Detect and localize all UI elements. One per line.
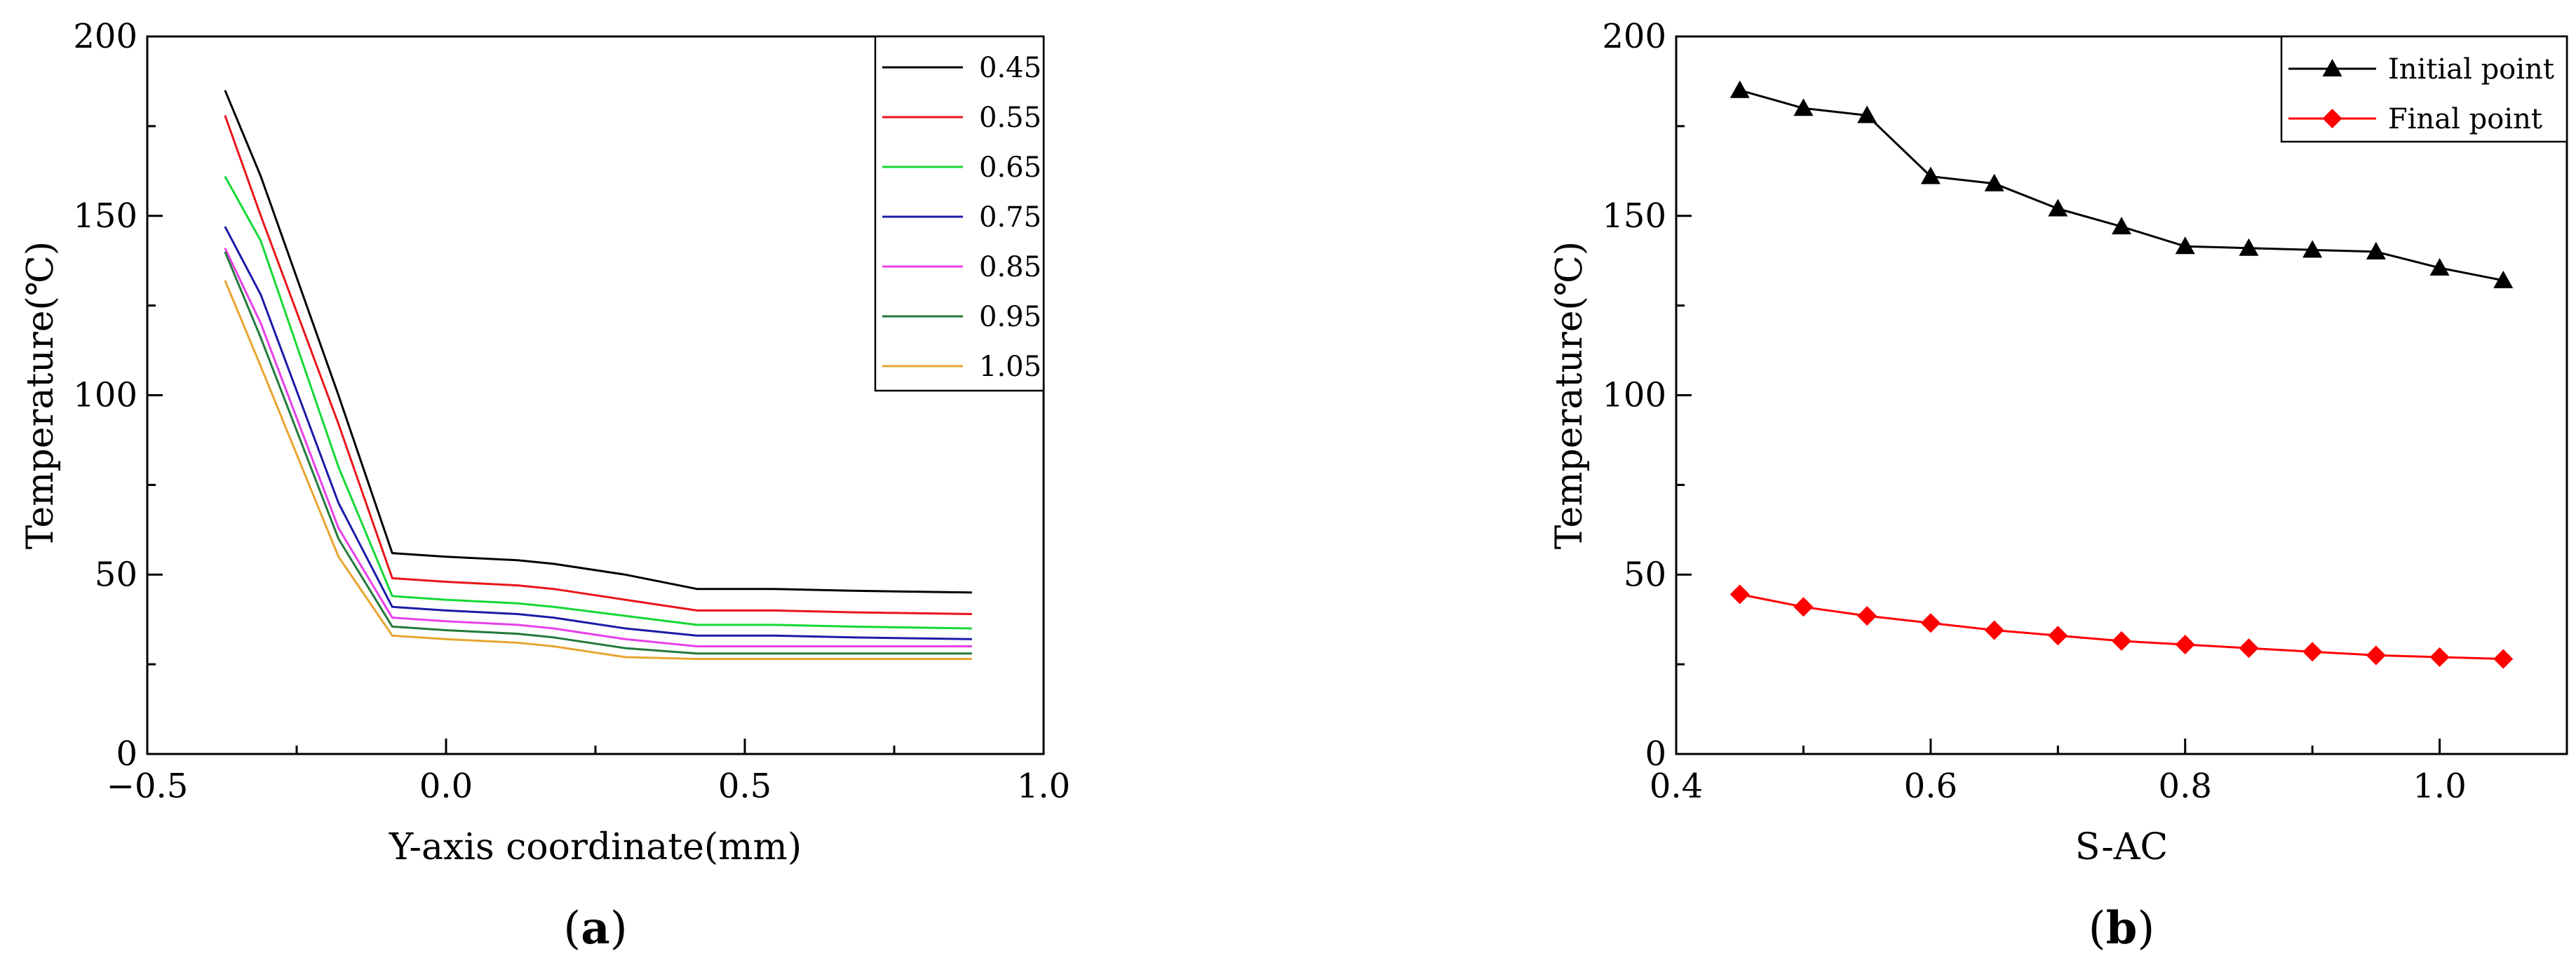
panel-a-y-tick-label: 0: [116, 734, 137, 774]
panel-b-triangle-marker: [1729, 80, 1750, 98]
panel-b-triangle-marker: [2493, 270, 2514, 288]
panel-a-legend-label-3: 0.65: [979, 151, 1041, 184]
panel-b-diamond-marker: [2239, 638, 2259, 659]
panel-a-legend-box: [874, 35, 1045, 392]
panel-a-series-line-5: [224, 248, 972, 647]
panel-b-diamond-marker: [1984, 620, 2004, 640]
panel-b-x-axis-title: S-AC: [2075, 826, 2168, 868]
panel-b-legend-diamond-marker: [2322, 109, 2342, 128]
panel-b-diamond-marker: [1793, 597, 1814, 617]
panel-b-triangle-marker: [2366, 241, 2386, 260]
panel-a-x-tick-label: −0.5: [107, 767, 189, 806]
panel-a-legend-label-1: 0.45: [979, 52, 1041, 84]
panel-b-diamond-marker: [2493, 649, 2514, 669]
panel-b-legend-label-2: Final point: [2388, 103, 2542, 135]
panel-a-x-tick-label: 0.5: [718, 767, 771, 806]
panel-a-chart: −0.5 0.0 0.5 1.0 0 50 100 150 200 Y-axis coordina…: [20, 17, 1070, 955]
panel-b-label: (b): [2089, 902, 2155, 955]
panel-a-y-axis-title: Temperature(℃): [20, 241, 62, 549]
panel-b-label-close: ): [2137, 903, 2154, 955]
panel-b-diamond-marker: [2429, 647, 2450, 667]
panel-a-y-tick-label: 100: [73, 376, 137, 415]
panel-b-diamond-marker: [2112, 631, 2131, 651]
panel-b-triangle-marker: [2175, 236, 2195, 255]
panel-b-chart: 0.4 0.6 0.8 1.0 0 50 100 150 200 S-AC Temperature(…: [1549, 17, 2568, 955]
panel-a-label-open: (: [563, 903, 581, 955]
panel-a-x-tick-label: 0.0: [419, 767, 473, 806]
panel-a-legend: 0.45 0.55 0.65 0.75 0.85 0.95 1.05: [874, 35, 1045, 392]
panel-a-series-line-1: [224, 90, 972, 594]
panel-a-label-letter: a: [581, 902, 609, 955]
panel-b-x-tick-label: 0.8: [2159, 767, 2212, 806]
panel-a-legend-label-4: 0.75: [979, 201, 1041, 234]
panel-b-y-tick-label: 50: [1624, 555, 1666, 594]
panel-b-x-tick-label: 0.6: [1904, 767, 1957, 806]
panel-b-y-tick-label: 100: [1602, 376, 1666, 415]
panel-a-y-tick-label: 150: [73, 196, 137, 236]
panel-a-x-axis-title: Y-axis coordinate(mm): [389, 826, 802, 868]
panel-b-triangle-marker: [2048, 198, 2068, 217]
panel-b-triangle-marker: [2429, 257, 2450, 276]
panel-b-y-tick-label: 150: [1602, 196, 1666, 236]
panel-b-legend: Initial point Final point: [2280, 35, 2568, 143]
panel-b-x-tick-label: 0.4: [1650, 767, 1703, 806]
panel-b-triangle-marker: [1984, 173, 2004, 191]
panel-a-series-line-2: [224, 114, 972, 615]
panel-b-diamond-marker: [2302, 642, 2323, 662]
panel-a-series-line-3: [224, 175, 972, 630]
panel-a-x-tick-label: 1.0: [1017, 767, 1070, 806]
panel-a-series-line-4: [224, 226, 972, 640]
panel-b-triangle-marker: [2239, 238, 2259, 256]
panel-b-triangle-marker: [1857, 105, 1877, 123]
panel-b-label-open: (: [2089, 903, 2106, 955]
panel-b-legend-triangle-marker: [2322, 59, 2342, 76]
panel-b-triangle-marker: [1793, 98, 1814, 116]
panel-a-y-tick-label: 50: [95, 555, 137, 594]
panel-a-y-tick-label: 200: [73, 17, 137, 56]
panel-b-triangle-marker: [1920, 166, 1941, 184]
panel-a-label: (a): [563, 902, 627, 955]
panel-b-y-tick-label: 0: [1645, 734, 1666, 774]
panel-b-triangle-marker: [2302, 240, 2323, 258]
panel-a-series-line-6: [224, 251, 972, 655]
panel-b-diamond-marker: [1920, 613, 1941, 633]
panel-a-label-close: ): [610, 903, 628, 955]
panel-b-triangle-marker: [2112, 217, 2131, 235]
panel-a-legend-label-5: 0.85: [979, 251, 1041, 283]
panel-a-legend-label-6: 0.95: [979, 301, 1041, 333]
panel-b-diamond-marker: [2048, 626, 2068, 646]
panel-a-legend-label-2: 0.55: [979, 102, 1041, 134]
panel-b-diamond-marker: [1857, 606, 1877, 626]
panel-b-diamond-marker: [2175, 634, 2195, 654]
panel-b-legend-label-1: Initial point: [2388, 53, 2554, 86]
panel-b-y-tick-label: 200: [1602, 17, 1666, 56]
panel-b-diamond-marker: [2366, 645, 2386, 666]
panel-b-x-tick-label: 1.0: [2413, 767, 2466, 806]
panel-a-series-line-7: [224, 280, 972, 660]
panel-b-diamond-marker: [1729, 584, 1750, 605]
panel-b-y-axis-title: Temperature(℃): [1549, 241, 1591, 549]
panel-a-legend-label-7: 1.05: [979, 351, 1041, 383]
panel-b-label-letter: b: [2106, 902, 2138, 955]
